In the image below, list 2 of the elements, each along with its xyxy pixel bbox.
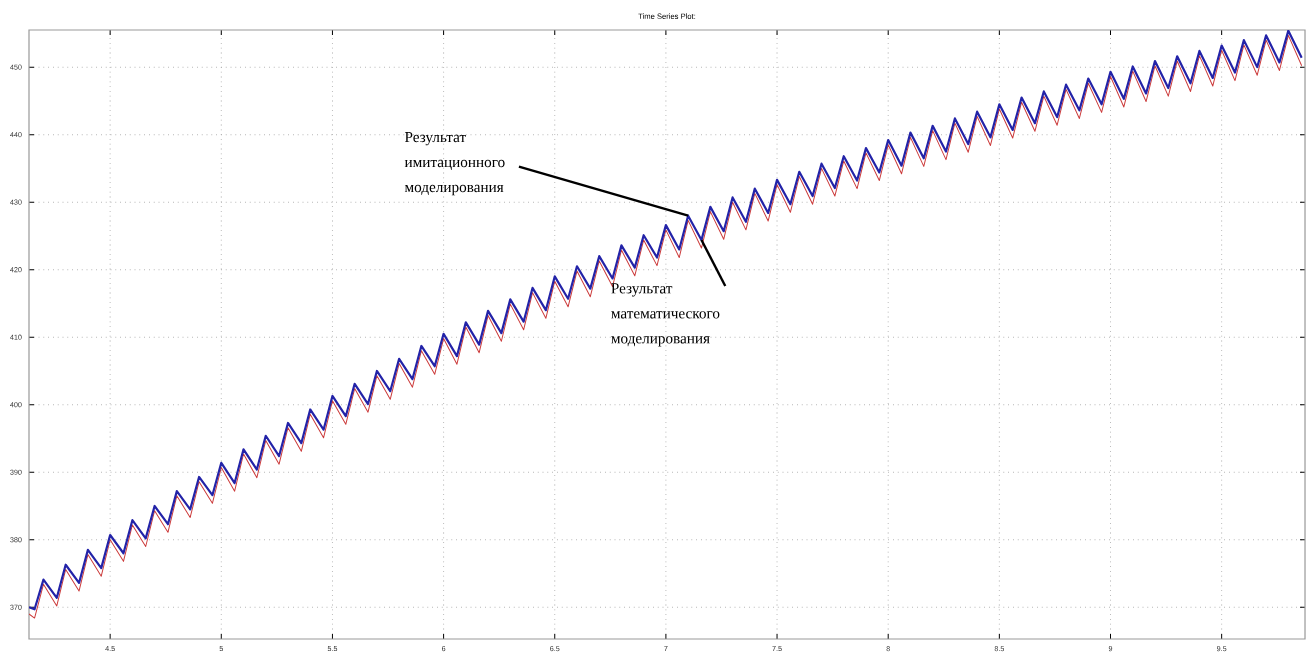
annotation: Результат математического моделирования <box>611 283 720 347</box>
annotation: Результат имитационного моделирования <box>404 132 505 196</box>
